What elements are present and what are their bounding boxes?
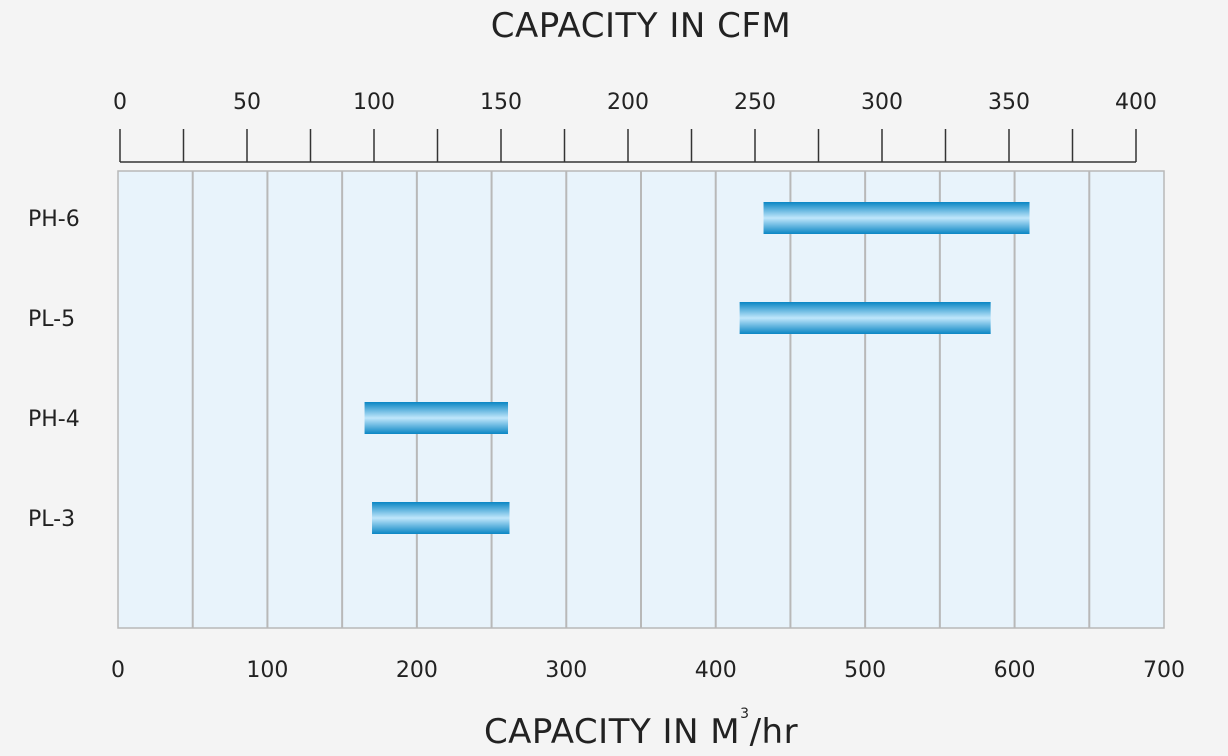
category-label: PL-3: [28, 507, 75, 532]
category-label: PL-5: [28, 307, 75, 332]
bottom-title-suffix: /hr: [749, 712, 799, 752]
bottom-tick-label: 500: [844, 658, 886, 683]
top-tick-label: 400: [1115, 90, 1157, 115]
top-tick-label: 300: [861, 90, 903, 115]
category-label: PH-6: [28, 207, 80, 232]
top-tick-label: 350: [988, 90, 1030, 115]
top-tick-label: 250: [734, 90, 776, 115]
bottom-title-main: CAPACITY IN M: [483, 712, 741, 752]
bottom-title-superscript: 3: [740, 706, 750, 722]
bottom-tick-label: 700: [1143, 658, 1185, 683]
range-bar-ph-6: [763, 202, 1030, 234]
chart-title-top: CAPACITY IN CFM: [490, 6, 792, 46]
category-label: PH-4: [28, 407, 80, 432]
bottom-tick-label: 300: [545, 658, 587, 683]
chart-title-bottom: CAPACITY IN M3/hr: [27, 706, 1228, 752]
range-bar-pl-3: [372, 502, 510, 534]
range-bar-ph-4: [364, 402, 509, 434]
top-tick-label: 150: [480, 90, 522, 115]
top-tick-label: 0: [113, 90, 127, 115]
top-tick-label: 200: [607, 90, 649, 115]
bottom-tick-label: 400: [695, 658, 737, 683]
top-tick-label: 100: [353, 90, 395, 115]
top-tick-label: 50: [233, 90, 261, 115]
bottom-tick-label: 100: [246, 658, 288, 683]
bottom-tick-label: 0: [111, 658, 125, 683]
bottom-tick-label: 600: [994, 658, 1036, 683]
bottom-tick-label: 200: [396, 658, 438, 683]
range-bar-pl-5: [739, 302, 991, 334]
